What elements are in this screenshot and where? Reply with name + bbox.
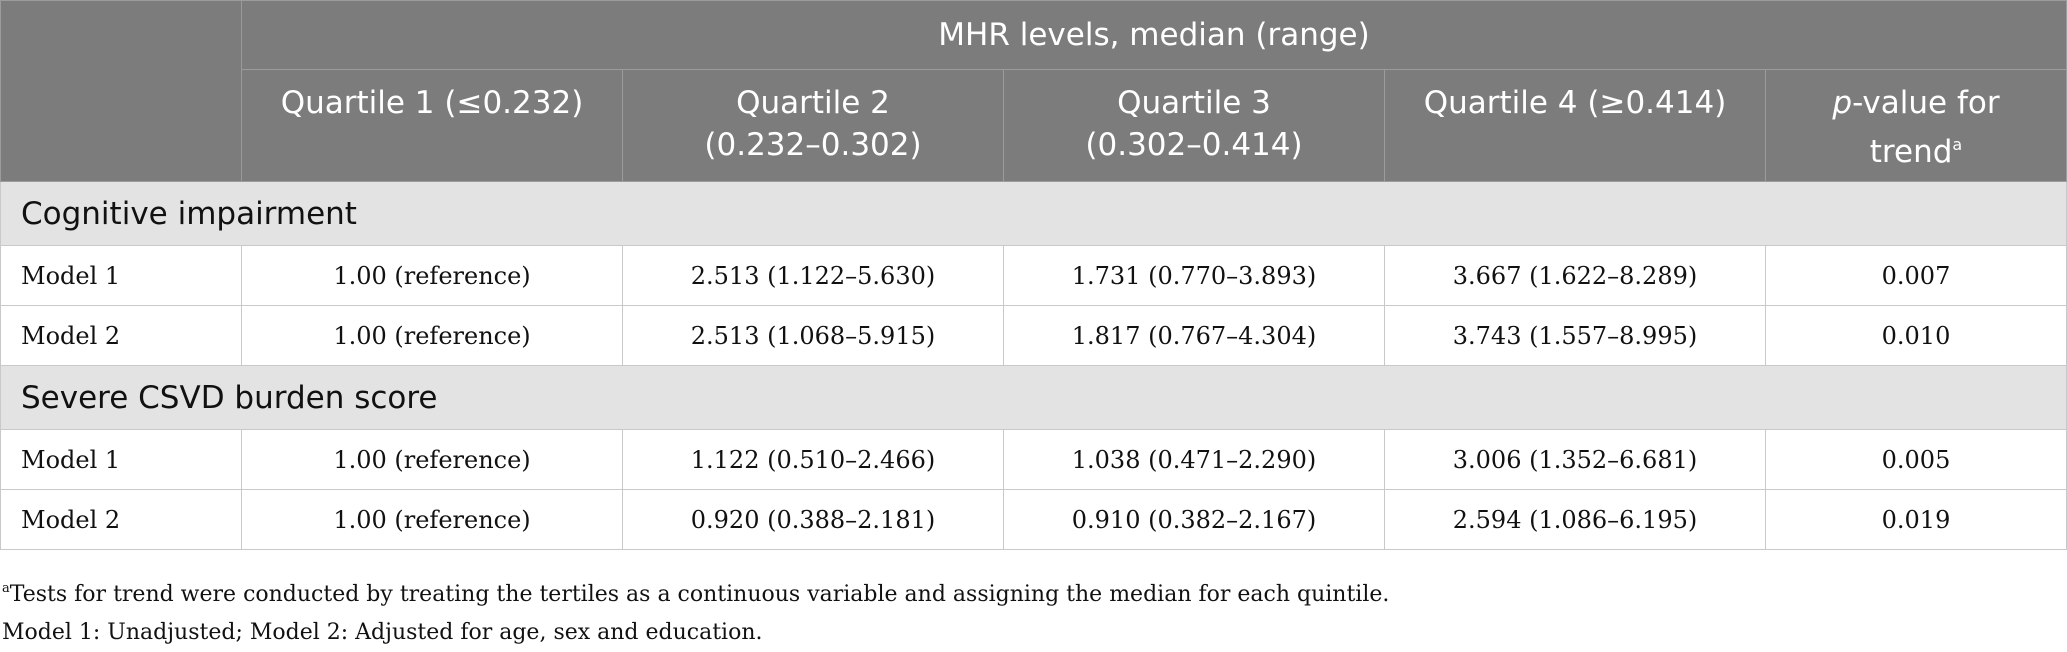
column-header-q3-line1: Quartile 3 <box>1117 85 1271 121</box>
table-row: Model 2 1.00 (reference) 0.920 (0.388–2.… <box>0 489 2067 550</box>
table-footnotes: aTests for trend were conducted by treat… <box>2 570 1389 652</box>
footnote-a-marker: a <box>2 581 10 596</box>
cell-q2: 2.513 (1.122–5.630) <box>622 245 1004 306</box>
cell-q4: 3.006 (1.352–6.681) <box>1384 429 1766 490</box>
column-header-q2-line1: Quartile 2 <box>736 85 890 121</box>
column-header-q1: Quartile 1 (≤0.232) <box>241 69 623 182</box>
cell-q3: 1.038 (0.471–2.290) <box>1003 429 1385 490</box>
cell-q2: 0.920 (0.388–2.181) <box>622 489 1004 550</box>
row-label: Model 1 <box>0 245 242 306</box>
section-title: Cognitive impairment <box>0 181 2067 246</box>
cell-q3: 1.731 (0.770–3.893) <box>1003 245 1385 306</box>
section-row-csvd: Severe CSVD burden score <box>0 365 2067 430</box>
table-row: Model 2 1.00 (reference) 2.513 (1.068–5.… <box>0 305 2067 366</box>
column-header-q4-line1: Quartile 4 (≥0.414) <box>1423 85 1727 121</box>
column-header-q2: Quartile 2 (0.232–0.302) <box>622 69 1004 182</box>
cell-q1: 1.00 (reference) <box>241 245 623 306</box>
cell-q1: 1.00 (reference) <box>241 489 623 550</box>
p-value-label-line2: trend <box>1869 134 1953 170</box>
header-group-title: MHR levels, median (range) <box>241 0 2067 70</box>
cell-q3: 0.910 (0.382–2.167) <box>1003 489 1385 550</box>
cell-p-value: 0.005 <box>1765 429 2067 490</box>
column-header-q2-line2: (0.232–0.302) <box>704 127 922 163</box>
cell-q4: 3.667 (1.622–8.289) <box>1384 245 1766 306</box>
column-header-p-value: p-value for trenda <box>1765 69 2067 182</box>
footnote-a: aTests for trend were conducted by treat… <box>2 570 1389 614</box>
cell-p-value: 0.007 <box>1765 245 2067 306</box>
cell-q4: 3.743 (1.557–8.995) <box>1384 305 1766 366</box>
table-row: Model 1 1.00 (reference) 1.122 (0.510–2.… <box>0 429 2067 490</box>
header-blank-cell <box>0 0 242 182</box>
row-label: Model 2 <box>0 305 242 366</box>
row-label: Model 2 <box>0 489 242 550</box>
footnote-models: Model 1: Unadjusted; Model 2: Adjusted f… <box>2 620 763 645</box>
header-columns-row: Quartile 1 (≤0.232) Quartile 2 (0.232–0.… <box>1 69 2067 182</box>
cell-q1: 1.00 (reference) <box>241 305 623 366</box>
results-table: MHR levels, median (range) Quartile 1 (≤… <box>0 0 2067 550</box>
footnote-a-text: Tests for trend were conducted by treati… <box>9 582 1390 607</box>
p-value-label-rest: -value for <box>1852 85 2000 121</box>
cell-q2: 1.122 (0.510–2.466) <box>622 429 1004 490</box>
column-header-q3: Quartile 3 (0.302–0.414) <box>1003 69 1385 182</box>
table-row: Model 1 1.00 (reference) 2.513 (1.122–5.… <box>0 245 2067 306</box>
cell-q2: 2.513 (1.068–5.915) <box>622 305 1004 366</box>
cell-q4: 2.594 (1.086–6.195) <box>1384 489 1766 550</box>
cell-p-value: 0.019 <box>1765 489 2067 550</box>
header-group-row: MHR levels, median (range) <box>0 0 2067 182</box>
p-value-footnote-marker: a <box>1952 135 1963 154</box>
table-container: MHR levels, median (range) Quartile 1 (≤… <box>0 0 2067 550</box>
cell-q1: 1.00 (reference) <box>241 429 623 490</box>
column-header-q3-line2: (0.302–0.414) <box>1085 127 1303 163</box>
column-header-q4: Quartile 4 (≥0.414) <box>1384 69 1766 182</box>
row-label: Model 1 <box>0 429 242 490</box>
column-header-q1-line1: Quartile 1 (≤0.232) <box>280 85 584 121</box>
p-value-italic: p <box>1832 85 1853 121</box>
section-title: Severe CSVD burden score <box>0 365 2067 430</box>
cell-q3: 1.817 (0.767–4.304) <box>1003 305 1385 366</box>
cell-p-value: 0.010 <box>1765 305 2067 366</box>
section-row-cognitive: Cognitive impairment <box>0 181 2067 246</box>
